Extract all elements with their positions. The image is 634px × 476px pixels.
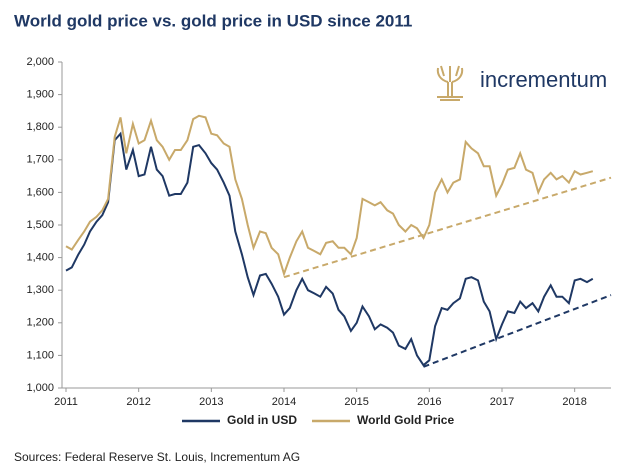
y-tick-label: 1,700 <box>26 154 54 166</box>
y-tick-label: 1,900 <box>26 89 54 101</box>
x-tick-label: 2016 <box>417 396 441 408</box>
x-tick-label: 2011 <box>54 396 78 408</box>
x-tick-label: 2013 <box>199 396 223 408</box>
y-tick-label: 1,500 <box>26 219 54 231</box>
y-tick-label: 2,000 <box>26 56 54 68</box>
y-tick-label: 1,600 <box>26 186 54 198</box>
logo-icon <box>436 65 464 101</box>
y-tick-label: 1,300 <box>26 284 54 296</box>
chart-title: World gold price vs. gold price in USD s… <box>14 11 412 30</box>
series-line <box>65 114 594 278</box>
logo-text: incrementum <box>480 67 607 92</box>
legend-label: World Gold Price <box>357 413 454 427</box>
trend-line <box>423 294 612 368</box>
y-tick-label: 1,100 <box>26 349 54 361</box>
x-tick-label: 2012 <box>126 396 150 408</box>
source: Sources: Federal Reserve St. Louis, Incr… <box>14 450 300 464</box>
y-tick-label: 1,400 <box>26 252 54 264</box>
x-tick-label: 2014 <box>272 396 296 408</box>
trend-line <box>283 176 612 279</box>
series-line <box>65 131 594 367</box>
x-tick-label: 2017 <box>490 396 514 408</box>
legend-label: Gold in USD <box>227 413 297 427</box>
x-tick-label: 2018 <box>562 396 586 408</box>
y-tick-label: 1,200 <box>26 317 54 329</box>
x-tick-label: 2015 <box>344 396 368 408</box>
y-tick-label: 1,000 <box>26 382 54 394</box>
y-tick-label: 1,800 <box>26 121 54 133</box>
